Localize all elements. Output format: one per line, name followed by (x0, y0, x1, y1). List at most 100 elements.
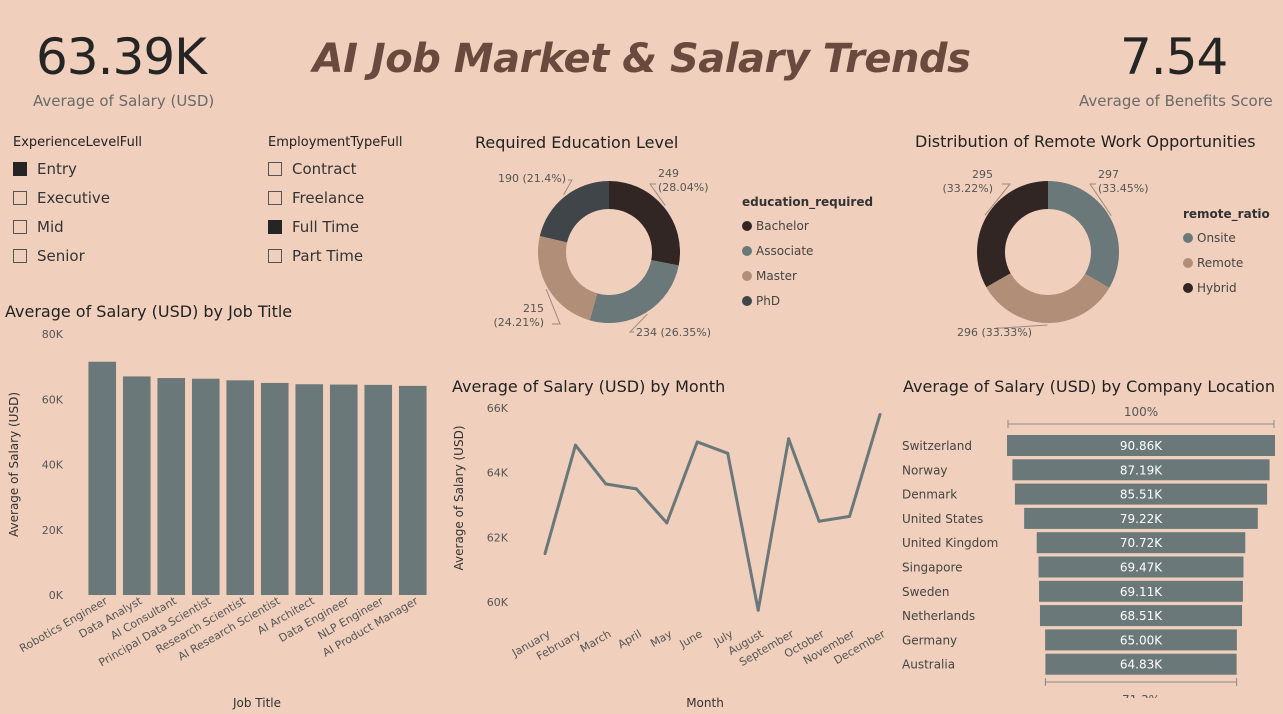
legend-title: remote_ratio (1183, 207, 1270, 221)
y-tick-label: 60K (42, 393, 64, 406)
dashboard-title: AI Job Market & Salary Trends (312, 36, 971, 82)
bar-ai-consultant (157, 378, 186, 595)
x-tick-label: May (648, 627, 675, 650)
legend-item-associate[interactable]: Associate (742, 238, 873, 263)
y-tick-label: 62K (487, 531, 509, 544)
data-label: 295 (972, 168, 993, 181)
checkbox[interactable] (13, 248, 27, 263)
funnel-bar-united-states (1024, 507, 1258, 529)
leader-line (996, 324, 1048, 329)
legend-item-onsite[interactable]: Onsite (1183, 225, 1270, 250)
legend-item-hybrid[interactable]: Hybrid (1183, 275, 1270, 300)
line-point (726, 451, 730, 455)
line-point (756, 608, 760, 612)
education-donut-chart: 249(28.04%) 234 (26.35%) 215(24.21%) 190 (2… (493, 167, 711, 339)
bar-data-engineer (329, 384, 358, 595)
legend-item-master[interactable]: Master (742, 263, 873, 288)
checkbox[interactable] (13, 219, 27, 234)
category-label: Singapore (902, 561, 963, 575)
line-point (787, 437, 791, 441)
slicer-title: EmploymentTypeFull (268, 135, 403, 150)
slicer-option-contract[interactable]: Contract (268, 154, 402, 183)
slicer-option-label: Mid (37, 217, 64, 236)
funnel-bar-norway (1012, 459, 1270, 481)
slicer-option-label: Full Time (292, 217, 360, 236)
legend-dot (742, 220, 752, 231)
funnel-bar-australia (1045, 653, 1237, 675)
bar-value-label: 90.86K (1120, 439, 1163, 453)
data-label: 249 (658, 167, 679, 180)
leader-line (1089, 183, 1112, 217)
funnel-bar-switzerland (1007, 435, 1275, 456)
funnel-bar-sweden (1039, 580, 1243, 602)
bar-value-label: 70.72K (1120, 536, 1163, 550)
x-axis-title: Month (686, 696, 724, 710)
leader-line (545, 288, 561, 325)
remote-legend: remote_ratio Onsite Remote Hybrid (1183, 207, 1270, 300)
bar-value-label: 68.51K (1120, 609, 1163, 623)
legend-label: Associate (756, 243, 814, 258)
funnel-bar-united-kingdom (1036, 532, 1246, 554)
bar-principal-data-scientist (191, 378, 220, 595)
legend-dot (742, 295, 752, 306)
donut-slice-remote (986, 273, 1110, 323)
leader-line (563, 179, 573, 196)
bar-value-label: 79.22K (1120, 512, 1163, 526)
x-tick-label: March (578, 627, 614, 655)
slicer-option-label: Entry (37, 159, 77, 178)
y-tick-label: 20K (42, 524, 64, 537)
data-label: 190 (21.4%) (498, 172, 566, 185)
checkbox[interactable] (13, 161, 27, 176)
y-tick-label: 64K (487, 467, 509, 480)
slicer-option-full-time[interactable]: Full Time (268, 212, 402, 241)
legend-item-bachelor[interactable]: Bachelor (742, 213, 873, 238)
leader-line (628, 313, 648, 333)
legend-dot (1183, 232, 1193, 243)
checkbox[interactable] (268, 219, 282, 234)
checkbox[interactable] (268, 161, 282, 176)
job-title-chart-title: Average of Salary (USD) by Job Title (5, 302, 293, 321)
donut-slice-onsite (1048, 181, 1119, 288)
line-point (878, 412, 882, 416)
category-label: Switzerland (902, 439, 972, 453)
slicer-employment-type: EmploymentTypeFull Contract Freelance Full… (268, 135, 402, 270)
legend-item-remote[interactable]: Remote (1183, 250, 1270, 275)
y-tick-label: 66K (487, 402, 509, 415)
legend-dot (742, 270, 752, 281)
checkbox[interactable] (268, 248, 282, 263)
line-point (573, 443, 577, 447)
slicer-option-mid[interactable]: Mid (13, 212, 142, 241)
legend-item-phd[interactable]: PhD (742, 288, 873, 313)
legend-label: Hybrid (1197, 280, 1237, 295)
data-label: (24.21%) (493, 316, 544, 329)
bar-value-label: 65.00K (1120, 633, 1163, 647)
bar-ai-product-manager (398, 385, 427, 595)
x-tick-label: June (677, 627, 705, 651)
kpi-benefits-label: Average of Benefits Score (1079, 92, 1273, 110)
checkbox[interactable] (13, 190, 27, 205)
donut-slice-master (538, 236, 598, 321)
line-point (604, 482, 608, 486)
legend-label: Master (756, 268, 797, 283)
slicer-option-freelance[interactable]: Freelance (268, 183, 402, 212)
bar-ai-research-scientist (260, 382, 289, 595)
y-tick-label: 40K (42, 459, 64, 472)
slicer-option-senior[interactable]: Senior (13, 241, 142, 270)
funnel-bar-denmark (1014, 483, 1268, 505)
category-label: Australia (902, 658, 955, 672)
data-label: 234 (26.35%) (636, 326, 711, 339)
remote-chart-title: Distribution of Remote Work Opportunitie… (915, 132, 1256, 151)
line-point (848, 514, 852, 518)
y-axis-title: Average of Salary (USD) (452, 426, 466, 571)
y-axis-title: Average of Salary (USD) (7, 392, 21, 537)
salary-line (543, 414, 882, 612)
slicer-option-part-time[interactable]: Part Time (268, 241, 402, 270)
slicer-option-entry[interactable]: Entry (13, 154, 142, 183)
legend-label: Bachelor (756, 218, 809, 233)
bar-value-label: 69.11K (1120, 585, 1163, 599)
kpi-salary-value: 63.39K (36, 28, 207, 86)
checkbox[interactable] (268, 190, 282, 205)
slicer-option-executive[interactable]: Executive (13, 183, 142, 212)
legend-dot (1183, 282, 1193, 293)
